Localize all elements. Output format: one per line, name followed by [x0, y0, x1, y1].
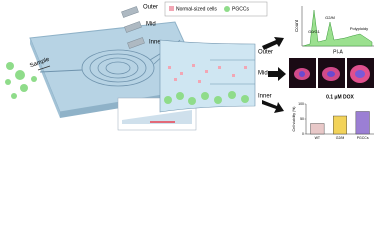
pgcc-cells	[164, 91, 249, 105]
hist-phase: G2/M	[325, 15, 335, 20]
x-tick-label: PGCCs	[357, 136, 369, 140]
legend-swatch	[169, 6, 174, 11]
bar	[333, 115, 348, 135]
y-tick-label: 0	[302, 132, 304, 136]
cells	[5, 62, 37, 99]
normal-cells	[168, 64, 247, 83]
legend-label: Normal-sized cells	[176, 6, 217, 12]
y-tick-label: 50	[300, 117, 304, 121]
hist-area	[302, 9, 373, 47]
outlet-label: Inner	[149, 40, 163, 46]
outlet-label: Outer	[143, 5, 158, 11]
sample-arrow	[37, 65, 51, 71]
hist-y-label: Count	[294, 19, 299, 32]
channel-label: Inner	[258, 94, 272, 100]
outlet-label: Mid	[146, 22, 156, 28]
arrows	[262, 37, 286, 113]
chip-side	[30, 38, 60, 118]
bar	[355, 111, 370, 135]
hist-phase: G0/G1	[308, 29, 321, 34]
outlet-tubes	[121, 6, 145, 49]
inlet-channel	[39, 69, 83, 73]
channel-label: Mid	[258, 71, 268, 77]
x-tick-label: G2/M	[336, 136, 345, 140]
inset-section	[122, 110, 192, 124]
bar-y-label: Cell viability (%)	[292, 107, 296, 132]
spiral	[81, 39, 181, 87]
legend	[164, 1, 268, 17]
y-tick-label: 100	[298, 102, 304, 106]
hist-phase: Polyploidy	[350, 26, 368, 31]
legend-label: PGCCs	[232, 6, 249, 12]
hist-x-label: PI-A	[333, 49, 343, 55]
figure: Sample Outer Mid Inner Normal-sized cell…	[5, 1, 374, 140]
channel-label: Outer	[258, 50, 273, 56]
micrographs	[289, 58, 374, 88]
legend-swatch	[224, 6, 230, 12]
bar-title: 0.1 μM DOX	[326, 94, 354, 100]
bar	[310, 123, 325, 135]
channel	[159, 39, 256, 113]
x-tick-label: WT	[315, 136, 321, 140]
